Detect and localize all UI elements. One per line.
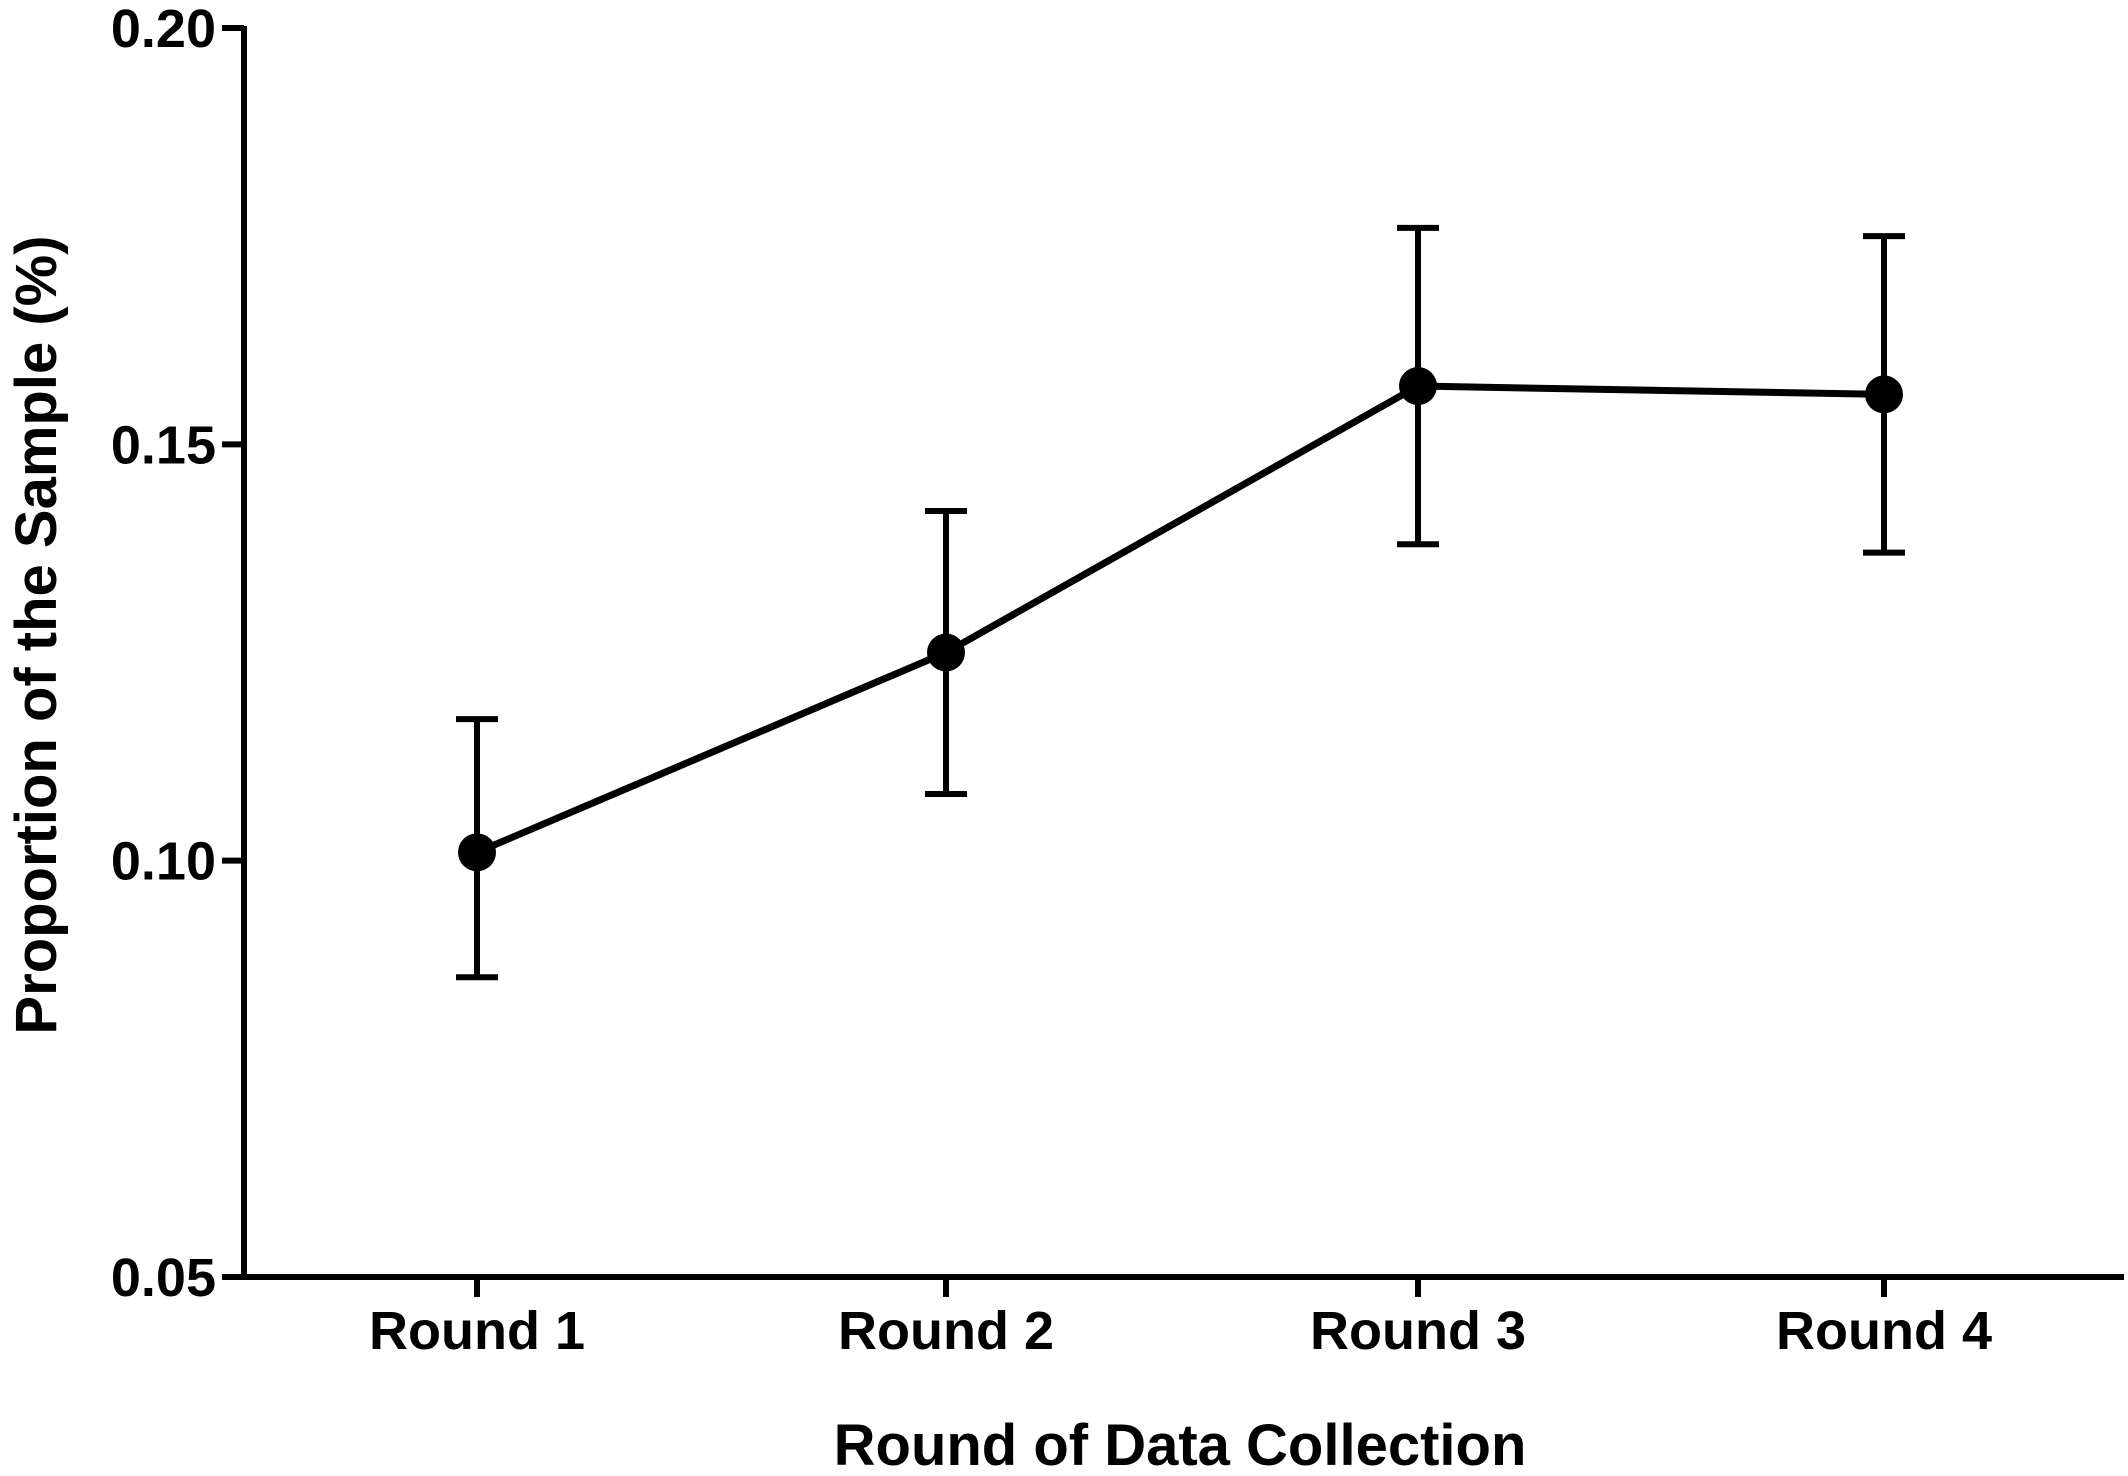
series-line [475, 382, 1885, 856]
x-axis-title: Round of Data Collection [834, 1413, 1527, 1471]
ticks: 0.05 0.10 0.15 0.20 Round 1 Round 2 Round 3 Rou… [111, 0, 1992, 1361]
x-tick-label: Round 1 [369, 1301, 585, 1361]
axes [241, 26, 2124, 1280]
y-tick-label: 0.15 [111, 415, 216, 475]
data-point [1399, 367, 1437, 406]
y-tick-label: 0.05 [111, 1248, 216, 1308]
x-tick-label: Round 2 [838, 1301, 1054, 1361]
data-point [927, 633, 965, 672]
x-tick-label: Round 3 [1310, 1301, 1526, 1361]
labels: Round of Data Collection Proportion of t… [4, 235, 1527, 1476]
data-point [458, 833, 496, 872]
y-tick-label: 0.20 [111, 0, 216, 59]
series [456, 224, 1905, 981]
data-point [1865, 375, 1903, 414]
y-tick-label: 0.10 [111, 832, 216, 892]
x-tick-label: Round 4 [1776, 1301, 1992, 1361]
y-axis-title: Proportion of the Sample (%) [4, 235, 69, 1034]
